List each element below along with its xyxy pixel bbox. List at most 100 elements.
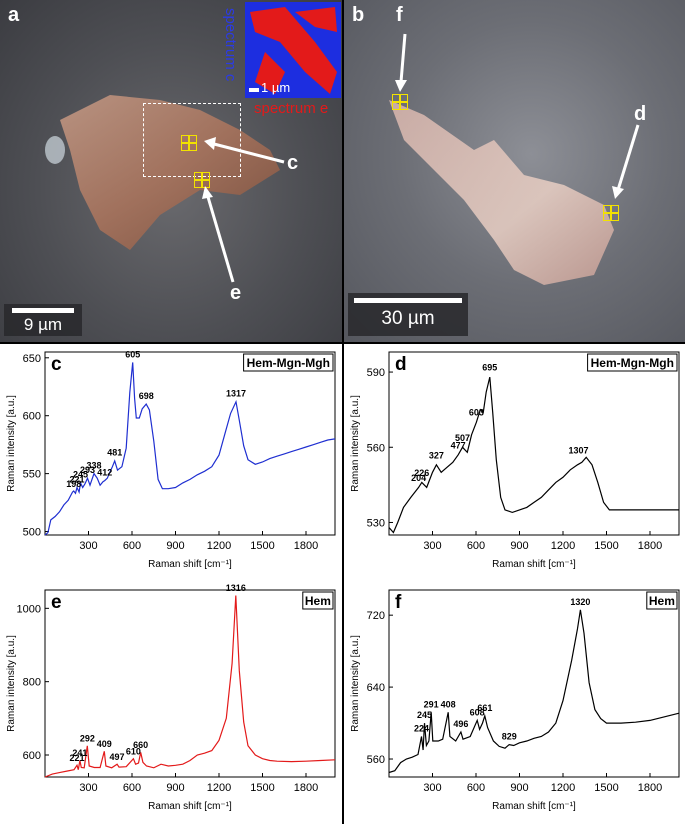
peak-label: 481	[107, 448, 122, 458]
y-axis-label: Raman intensity [a.u.]	[6, 395, 17, 492]
x-tick-label: 1800	[638, 540, 662, 552]
peak-label: 608	[470, 707, 485, 717]
panel-label-a: a	[8, 4, 20, 26]
peak-label: 291	[424, 699, 439, 709]
x-tick-label: 600	[123, 540, 141, 552]
spectrum-chart-c: 300 600 900 1200 1500 1800 500 550 600 650 Raman s…	[6, 349, 336, 570]
panel-label: f	[395, 592, 402, 613]
mineral-label: Hem	[649, 594, 675, 608]
y-tick-label: 800	[23, 677, 41, 689]
scale-text-a: 9 µm	[23, 315, 63, 334]
peak-label: 412	[97, 467, 112, 477]
spectrum-line	[388, 609, 680, 774]
peak-label: 1320	[570, 597, 590, 607]
y-axis-label: Raman intensity [a.u.]	[350, 395, 361, 492]
y-tick-label: 550	[23, 469, 41, 481]
peak-label: 497	[110, 752, 125, 762]
y-tick-label: 590	[367, 367, 385, 379]
peak-label: 829	[502, 732, 517, 742]
peak-label: 496	[453, 719, 468, 729]
y-tick-label: 640	[367, 682, 385, 694]
mineral-label: Hem-Mgn-Mgh	[591, 356, 674, 370]
x-tick-label: 1800	[638, 782, 662, 794]
plot-frame	[44, 351, 336, 536]
peak-label: 245	[417, 710, 432, 720]
spectrum-chart-e: 300 600 900 1200 1500 1800 600 800 1000 Raman shi…	[6, 583, 336, 812]
marker-e	[194, 172, 210, 188]
spectrum-chart-d: 300 600 900 1200 1500 1800 530 560 590 Raman shif…	[350, 351, 680, 570]
peak-label: 1316	[226, 583, 246, 593]
peak-label: 605	[125, 349, 140, 359]
panel-divider-horizontal	[0, 342, 685, 344]
peak-label: 245	[73, 470, 88, 480]
x-tick-label: 300	[423, 782, 441, 794]
panel-label-b: b	[352, 4, 365, 26]
callout-c: c	[287, 152, 299, 174]
peak-label: 241	[72, 748, 87, 758]
x-tick-label: 1200	[551, 540, 575, 552]
x-axis-label: Raman shift [cm⁻¹]	[148, 559, 232, 570]
callout-d: d	[634, 103, 647, 125]
y-tick-label: 500	[23, 527, 41, 539]
peak-label: 695	[482, 363, 497, 373]
particle-b-shape	[389, 100, 614, 285]
arrows-a	[202, 137, 285, 283]
particle-a-shape	[45, 95, 280, 250]
arrows-b	[395, 33, 640, 199]
panel-divider-vertical	[342, 0, 344, 824]
inset-scale-text: 1 µm	[261, 80, 291, 95]
x-tick-label: 900	[166, 782, 184, 794]
mineral-box	[302, 591, 334, 610]
scale-box-b: 30 µm	[348, 293, 468, 336]
marker-f	[392, 94, 408, 110]
x-tick-label: 300	[79, 782, 97, 794]
y-tick-label: 1000	[17, 603, 41, 615]
inset-label-spectrum-e: spectrum e	[254, 100, 329, 117]
scale-box-a: 9 µm	[4, 304, 82, 336]
y-tick-label: 600	[23, 411, 41, 423]
scale-bar-b	[354, 298, 462, 303]
x-axis-label: Raman shift [cm⁻¹]	[148, 801, 232, 812]
x-tick-label: 1200	[207, 540, 231, 552]
mineral-box	[646, 591, 678, 610]
peak-label: 698	[139, 391, 154, 401]
marker-c	[181, 135, 197, 151]
x-tick-label: 600	[123, 782, 141, 794]
peak-label: 660	[133, 740, 148, 750]
peak-label: 661	[477, 703, 492, 713]
panel-label: e	[51, 592, 62, 613]
x-tick-label: 1800	[294, 540, 318, 552]
peak-label: 507	[455, 433, 470, 443]
scale-text-b: 30 µm	[381, 308, 435, 329]
mineral-label: Hem	[305, 594, 331, 608]
x-tick-label: 600	[467, 782, 485, 794]
peak-label: 226	[414, 468, 429, 478]
spectrum-line	[44, 362, 336, 536]
peak-label: 221	[70, 753, 85, 763]
peak-label: 327	[429, 450, 444, 460]
spectrum-line	[44, 595, 336, 778]
plot-frame	[388, 351, 680, 536]
x-tick-label: 900	[510, 782, 528, 794]
peak-label: 293	[80, 465, 95, 475]
mineral-box	[587, 353, 678, 372]
panel-label: c	[51, 354, 62, 375]
x-tick-label: 300	[79, 540, 97, 552]
peak-label: 198	[66, 479, 81, 489]
y-tick-label: 560	[367, 754, 385, 766]
micrograph-b: f d b 30 µm	[344, 0, 685, 342]
inset-map: 1 µm	[245, 2, 341, 98]
peak-label: 292	[80, 733, 95, 743]
x-tick-label: 1500	[250, 540, 274, 552]
inset-label-spectrum-c: spectrum c	[222, 8, 239, 82]
callout-e: e	[230, 282, 242, 304]
peak-label: 338	[86, 460, 101, 470]
peak-label: 477	[451, 440, 466, 450]
y-tick-label: 600	[23, 750, 41, 762]
mineral-box	[243, 353, 334, 372]
scale-bar-a	[12, 308, 74, 313]
peak-label: 409	[97, 739, 112, 749]
marker-d	[603, 205, 619, 221]
y-tick-label: 530	[367, 517, 385, 529]
y-tick-label: 560	[367, 442, 385, 454]
